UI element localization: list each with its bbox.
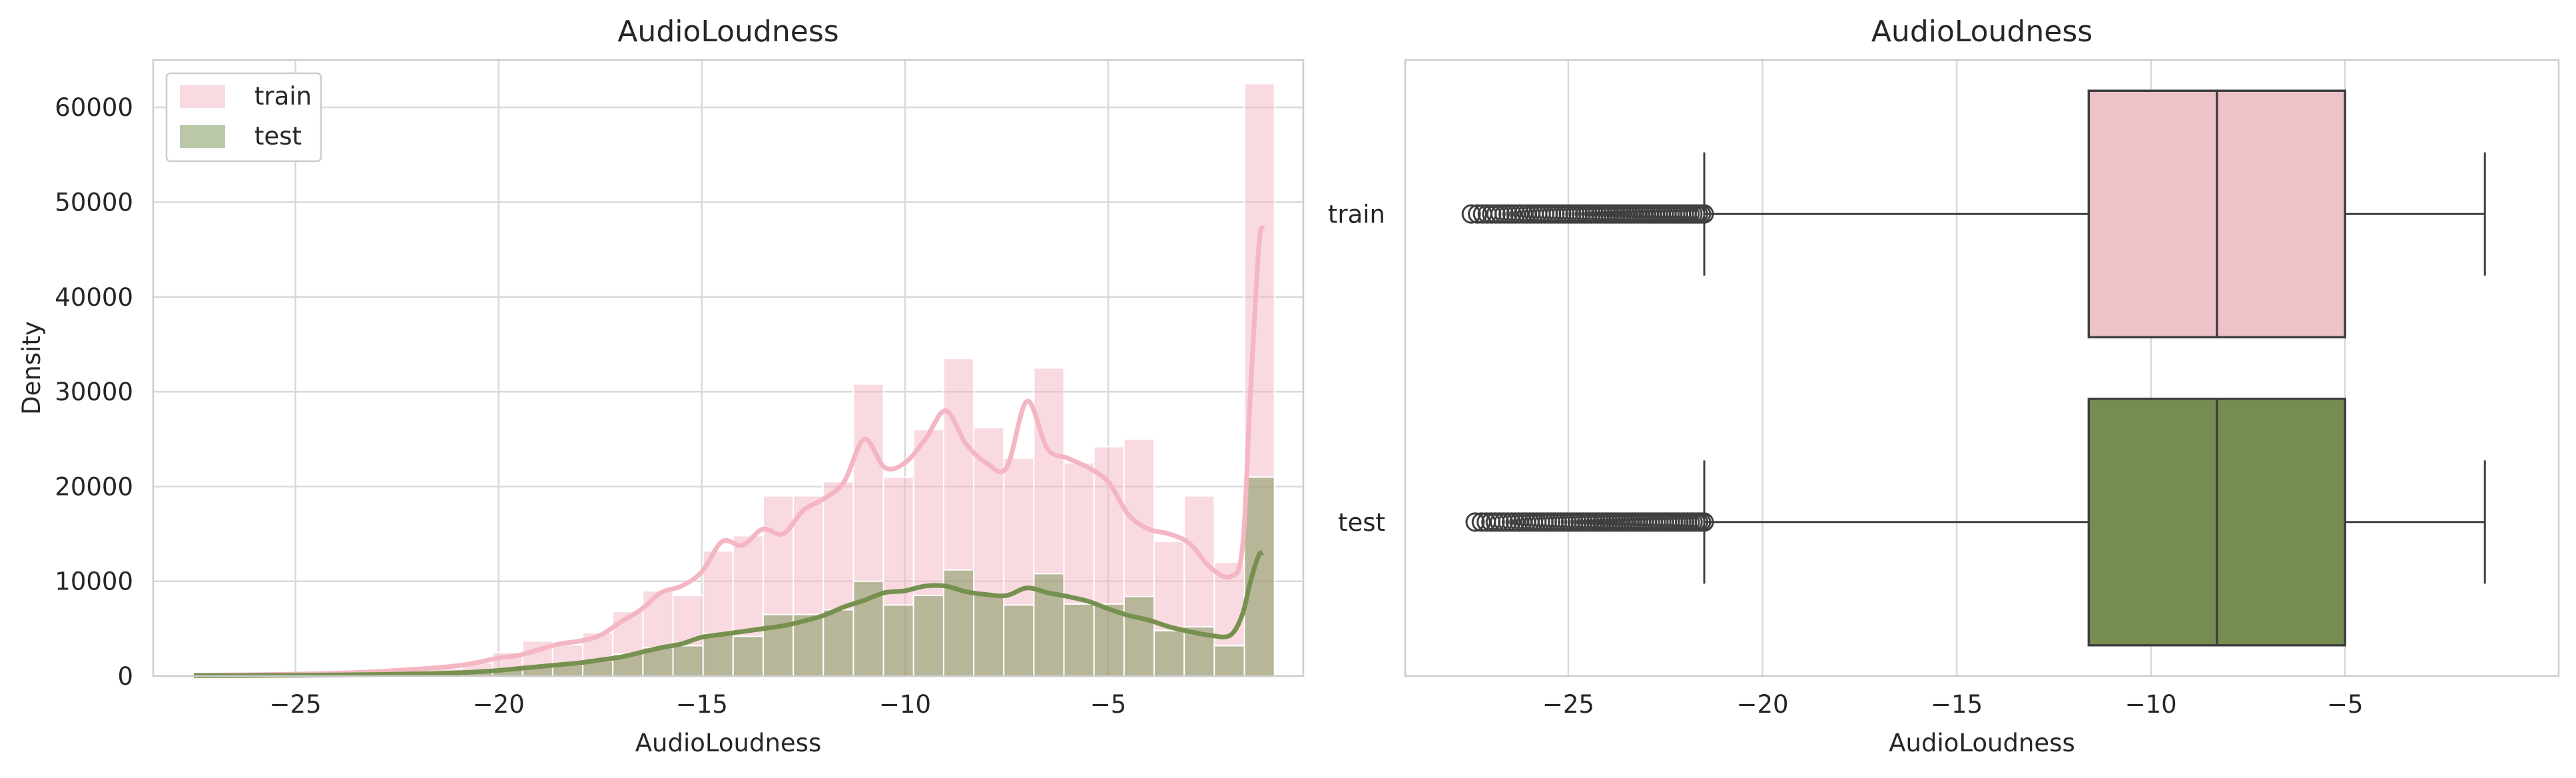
legend-swatch-test <box>180 125 225 148</box>
train-histogram-bars <box>190 83 1275 677</box>
boxplot-title: AudioLoudness <box>1871 15 2093 49</box>
test-bar <box>1003 604 1035 677</box>
x-tick-label: −15 <box>676 690 728 719</box>
outlier-point <box>1461 204 1481 224</box>
boxplot-category-labels: train test <box>1328 200 1385 537</box>
outlier-point <box>1465 512 1485 532</box>
histogram-y-ticks: 0 10000 20000 30000 40000 50000 60000 <box>55 93 133 691</box>
x-tick-label: −5 <box>1090 690 1127 719</box>
legend-label-train: train <box>254 82 312 111</box>
x-tick-label: −15 <box>1931 690 1983 719</box>
y-tick-label: 0 <box>117 662 133 691</box>
test-bar <box>732 635 764 677</box>
test-bar <box>822 609 854 677</box>
x-tick-label: −25 <box>270 690 322 719</box>
x-tick-label: −10 <box>879 690 931 719</box>
histogram-x-ticks: −25 −20 −15 −10 −5 <box>270 690 1127 719</box>
outlier-point <box>1468 204 1488 224</box>
histogram-frame <box>152 59 1305 677</box>
test-bar <box>1213 645 1245 677</box>
y-tick-label: 50000 <box>55 188 133 216</box>
x-tick-label: −25 <box>1542 690 1594 719</box>
test-bar <box>1153 629 1185 677</box>
test-bar <box>1123 595 1155 677</box>
test-histogram-bars <box>190 476 1275 677</box>
category-label-train: train <box>1328 200 1385 228</box>
test-bar <box>702 632 734 677</box>
legend-label-test: test <box>254 122 302 151</box>
x-tick-label: −20 <box>473 690 525 719</box>
legend-swatch-train <box>180 85 225 108</box>
box-train <box>1461 89 2486 338</box>
outlier-point <box>1694 204 1714 224</box>
boxplot-frame <box>1404 59 2560 677</box>
boxplot-x-axis-label: AudioLoudness <box>1889 729 2075 757</box>
x-tick-label: −20 <box>1736 690 1788 719</box>
test-kde-line <box>194 550 1264 678</box>
y-tick-label: 20000 <box>55 472 133 501</box>
legend: train test <box>165 72 322 163</box>
boxplot-panel: −25 −20 −15 −10 −5 train test AudioLoudness A… <box>1328 15 2560 757</box>
outlier-point <box>1694 512 1714 532</box>
test-bar <box>973 593 1005 677</box>
outliers <box>1465 512 1714 532</box>
y-tick-label: 60000 <box>55 93 133 122</box>
test-bar <box>1243 476 1275 677</box>
x-tick-label: −5 <box>2327 690 2364 719</box>
outliers <box>1461 204 1714 224</box>
boxplot-x-ticks: −25 −20 −15 −10 −5 <box>1542 690 2364 719</box>
histogram-x-axis-label: AudioLoudness <box>635 729 821 757</box>
histogram-panel: −25 −20 −15 −10 −5 0 10000 20000 30000 40000 5000… <box>17 15 1305 757</box>
test-bar <box>882 604 914 677</box>
test-bar <box>1093 603 1125 677</box>
histogram-y-axis-label: Density <box>17 321 46 415</box>
y-tick-label: 40000 <box>55 283 133 312</box>
test-bar <box>912 595 944 677</box>
y-tick-label: 10000 <box>55 568 133 596</box>
histogram-title: AudioLoudness <box>617 15 838 49</box>
category-label-test: test <box>1338 508 1385 537</box>
test-bar <box>672 645 704 677</box>
y-tick-label: 30000 <box>55 378 133 406</box>
boxplot-boxes <box>1461 89 2486 647</box>
box-test <box>1465 398 2486 647</box>
x-tick-label: −10 <box>2125 690 2177 719</box>
train-kde-line <box>193 225 1265 678</box>
test-bar <box>1063 603 1095 677</box>
